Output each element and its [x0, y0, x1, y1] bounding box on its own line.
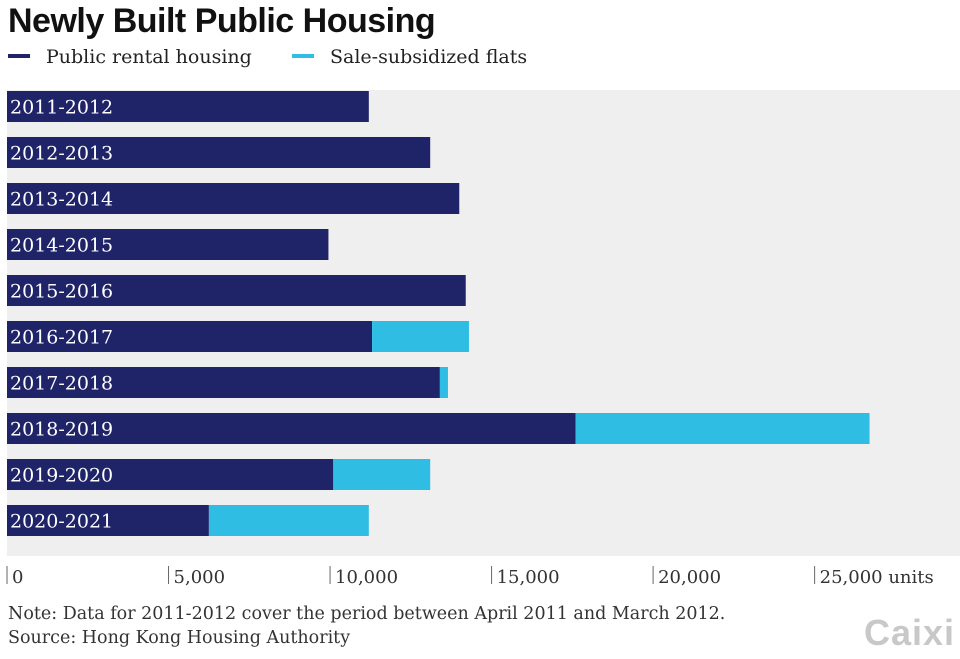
bar-2017-2018-public-rental: [7, 367, 440, 398]
category-label-2017-2018: 2017-2018: [10, 373, 113, 395]
bar-2013-2014-public-rental: [7, 183, 460, 214]
category-label-2013-2014: 2013-2014: [10, 189, 113, 211]
bar-2018-2019-public-rental: [7, 413, 576, 444]
bar-2020-2021-public-rental: [7, 505, 209, 536]
bar-2020-2021-sale-subsidized: [208, 505, 369, 536]
category-label-2011-2012: 2011-2012: [10, 97, 113, 119]
x-tick-label-5: 25,000 units: [820, 567, 934, 588]
category-label-2020-2021: 2020-2021: [10, 511, 113, 533]
bar-2011-2012-public-rental: [7, 91, 369, 122]
bar-2016-2017-public-rental: [7, 321, 373, 352]
chart-title: Newly Built Public Housing: [8, 2, 436, 40]
bar-2012-2013-public-rental: [7, 137, 431, 168]
category-label-2016-2017: 2016-2017: [10, 327, 113, 349]
category-label-2015-2016: 2015-2016: [10, 281, 113, 303]
x-tick-label-1: 5,000: [174, 567, 226, 588]
legend-swatch-public-rental: [8, 54, 30, 58]
bar-2017-2018-sale-subsidized: [439, 367, 448, 398]
note-text: Note: Data for 2011-2012 cover the perio…: [8, 604, 726, 624]
source-text: Source: Hong Kong Housing Authority: [8, 628, 351, 648]
bar-2019-2020-sale-subsidized: [333, 459, 431, 490]
x-tick-label-0: 0: [12, 567, 23, 588]
category-label-2012-2013: 2012-2013: [10, 143, 113, 165]
category-labels-group: 2011-2012 2012-2013 2013-2014 2014-2015 2015…: [10, 97, 113, 533]
x-tick-label-3: 15,000: [497, 567, 560, 588]
bar-2019-2020-public-rental: [7, 459, 334, 490]
legend-swatch-sale-subsidized: [292, 54, 314, 58]
bar-chart: 2011-2012 2012-2013 2013-2014 2014-2015 2015…: [6, 90, 960, 588]
bars-group: [7, 91, 870, 536]
x-tick-label-2: 10,000: [335, 567, 398, 588]
x-tick-label-4: 20,000: [658, 567, 721, 588]
bar-2018-2019-sale-subsidized: [575, 413, 870, 444]
category-label-2019-2020: 2019-2020: [10, 465, 113, 487]
legend-label-public-rental: Public rental housing: [46, 46, 252, 68]
bar-2014-2015-public-rental: [7, 229, 329, 260]
x-axis-ticks-group: 0 5,000 10,000 15,000 20,000 25,000 units: [6, 566, 934, 588]
legend-item-public-rental: Public rental housing: [8, 46, 252, 68]
legend-label-sale-subsidized: Sale-subsidized flats: [330, 46, 528, 68]
bar-2015-2016-public-rental: [7, 275, 466, 306]
caixin-logo: Caixin: [864, 612, 956, 653]
bar-2016-2017-sale-subsidized: [372, 321, 469, 352]
category-label-2014-2015: 2014-2015: [10, 235, 113, 257]
category-label-2018-2019: 2018-2019: [10, 419, 113, 441]
chart-footnote: Note: Data for 2011-2012 cover the perio…: [8, 602, 725, 650]
legend-item-sale-subsidized: Sale-subsidized flats: [292, 46, 527, 68]
